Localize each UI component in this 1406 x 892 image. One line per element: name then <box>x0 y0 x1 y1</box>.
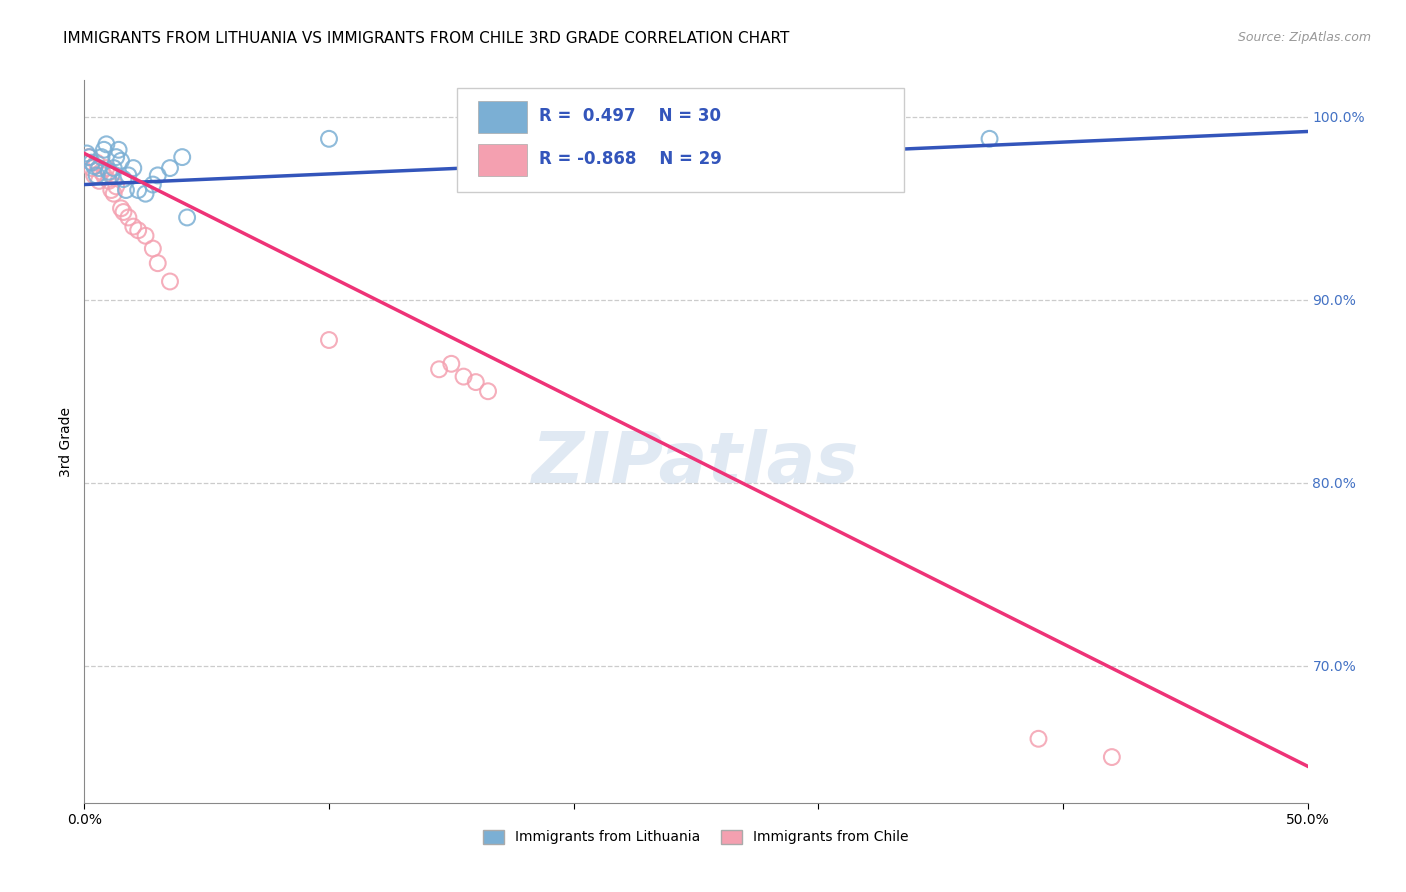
Text: ZIPatlas: ZIPatlas <box>533 429 859 498</box>
Text: IMMIGRANTS FROM LITHUANIA VS IMMIGRANTS FROM CHILE 3RD GRADE CORRELATION CHART: IMMIGRANTS FROM LITHUANIA VS IMMIGRANTS … <box>63 31 790 46</box>
Point <box>96 161 118 175</box>
Legend: Immigrants from Lithuania, Immigrants from Chile: Immigrants from Lithuania, Immigrants fr… <box>478 824 914 850</box>
Text: R = -0.868    N = 29: R = -0.868 N = 29 <box>540 150 723 168</box>
Point <box>146 256 169 270</box>
Point <box>1028 731 1050 746</box>
Point <box>103 186 125 201</box>
Point <box>93 143 115 157</box>
Point <box>96 137 118 152</box>
Point <box>76 146 98 161</box>
Point <box>142 178 165 192</box>
Point <box>142 242 165 256</box>
Point <box>97 174 120 188</box>
Point <box>318 132 340 146</box>
Point <box>794 117 817 131</box>
Point <box>122 219 145 234</box>
Point <box>159 275 181 289</box>
Point <box>112 205 135 219</box>
Point <box>100 183 122 197</box>
Point <box>110 153 132 168</box>
Point <box>83 169 105 183</box>
FancyBboxPatch shape <box>478 144 527 177</box>
Point <box>453 369 475 384</box>
Text: R =  0.497    N = 30: R = 0.497 N = 30 <box>540 107 721 125</box>
Text: Source: ZipAtlas.com: Source: ZipAtlas.com <box>1237 31 1371 45</box>
Point <box>90 165 112 179</box>
Point <box>87 161 110 175</box>
Point <box>90 150 112 164</box>
Point <box>318 333 340 347</box>
Point <box>105 150 128 164</box>
FancyBboxPatch shape <box>457 87 904 193</box>
Point <box>127 223 149 237</box>
Y-axis label: 3rd Grade: 3rd Grade <box>59 407 73 476</box>
Point <box>117 211 139 225</box>
Point <box>477 384 499 399</box>
Point <box>783 124 806 138</box>
Point <box>77 150 100 164</box>
Point <box>86 169 108 183</box>
Point <box>86 155 108 169</box>
Point <box>1101 750 1123 764</box>
Point <box>93 169 115 183</box>
Point <box>105 179 128 194</box>
Point <box>427 362 450 376</box>
Point <box>135 228 157 243</box>
Point <box>87 174 110 188</box>
Point <box>172 150 194 164</box>
Point <box>115 183 138 197</box>
Point <box>127 183 149 197</box>
Point <box>979 132 1001 146</box>
Point <box>464 375 486 389</box>
Point <box>107 143 129 157</box>
Point <box>83 159 105 173</box>
Point <box>135 186 157 201</box>
Point <box>103 161 125 175</box>
Point <box>80 161 103 175</box>
Point <box>80 155 103 169</box>
Point <box>117 169 139 183</box>
FancyBboxPatch shape <box>478 101 527 133</box>
Point <box>97 165 120 179</box>
Point <box>440 357 463 371</box>
Point <box>122 161 145 175</box>
Point <box>77 150 100 164</box>
Point <box>176 211 198 225</box>
Point <box>146 169 169 183</box>
Point <box>100 169 122 183</box>
Point <box>159 161 181 175</box>
Point <box>110 202 132 216</box>
Point <box>112 172 135 186</box>
